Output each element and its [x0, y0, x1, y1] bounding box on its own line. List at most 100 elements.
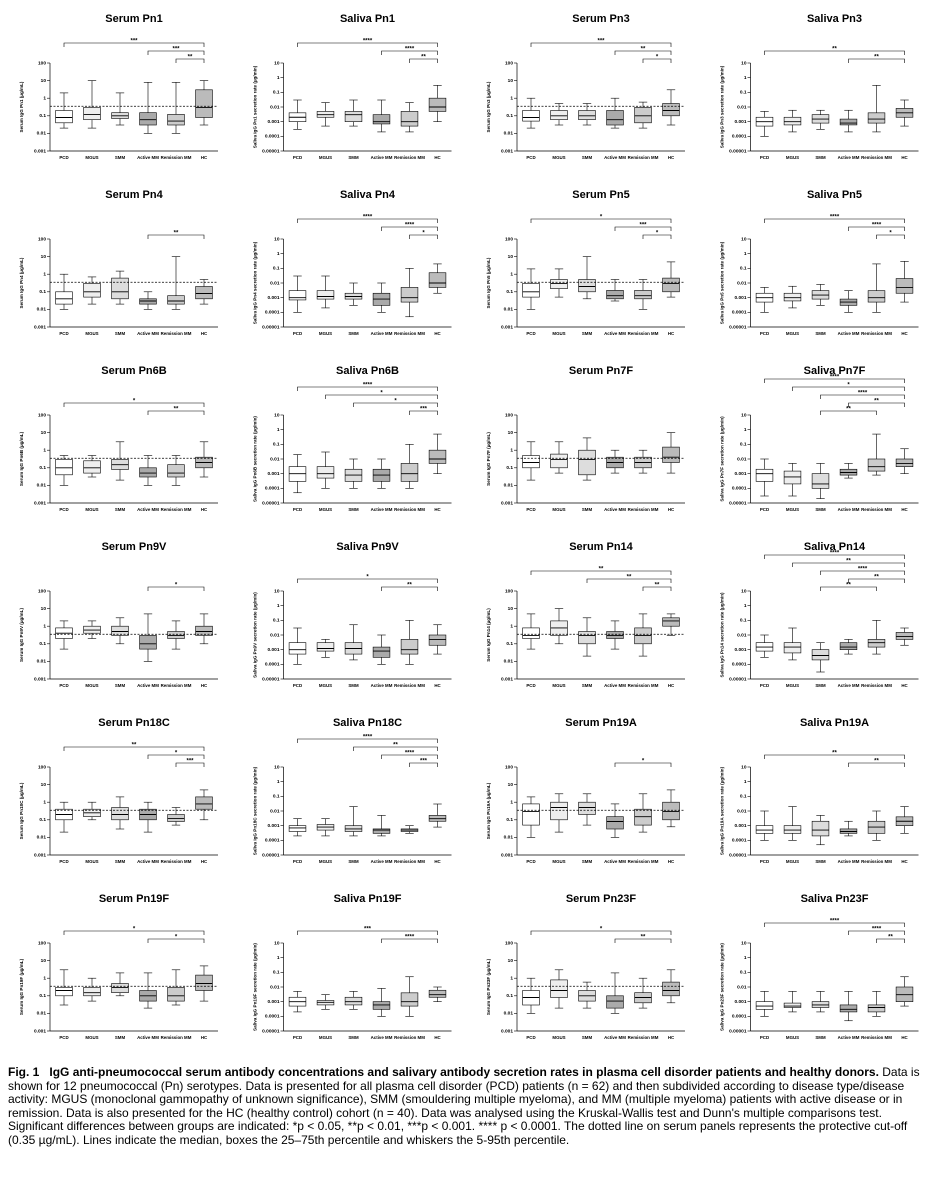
y-axis-label: Serum IgG Pn6B (µg/mL) — [19, 431, 24, 486]
y-tick-label: 100 — [505, 412, 513, 418]
box — [344, 996, 363, 1006]
y-tick-label: 10 — [508, 606, 514, 612]
box — [867, 639, 886, 648]
significance-bracket — [764, 922, 905, 927]
x-tick-label: PCD — [59, 331, 68, 336]
significance-label: ** — [874, 759, 879, 765]
box — [783, 825, 802, 834]
x-tick-label: SMM — [348, 155, 359, 160]
box — [288, 290, 307, 301]
x-tick-label: SMM — [115, 683, 126, 688]
x-tick-label: PCD — [760, 683, 769, 688]
x-tick-label: Active MM — [371, 859, 393, 864]
significance-bracket — [147, 754, 205, 759]
panel: Saliva Pn4 Saliva IgG Pn4 secretion rate … — [253, 189, 452, 336]
y-axis-label: Saliva IgG Pn3 secretion rate (µg/min) — [720, 65, 725, 148]
significance-label: ** — [641, 935, 646, 941]
y-tick-label: 0.001 — [34, 1028, 46, 1034]
y-axis-label: Serum IgG Pn19F (µg/mL) — [19, 958, 24, 1015]
x-tick-label: HC — [668, 1035, 675, 1040]
significance-bracket — [353, 746, 438, 751]
x-tick-label: MGUS — [85, 859, 98, 864]
box — [522, 627, 540, 639]
x-tick-label: Remission MM — [861, 155, 892, 160]
caption-label: Fig. 1 — [8, 1065, 40, 1079]
y-axis-label: Saliva IgG Pn19F secretion rate (µg/min) — [253, 943, 258, 1031]
box — [372, 1001, 391, 1010]
significance-bracket — [820, 410, 877, 415]
x-tick-label: PCD — [59, 1035, 68, 1040]
y-tick-label: 0.1 — [273, 442, 280, 448]
y-tick-label: 0.1 — [506, 289, 513, 295]
box — [578, 801, 596, 815]
y-tick-label: 0.01 — [737, 456, 747, 462]
y-tick-label: 10 — [274, 412, 280, 418]
significance-label: * — [175, 935, 178, 941]
y-tick-label: 0.0001 — [732, 134, 747, 140]
y-tick-label: 0.00001 — [262, 1028, 280, 1034]
y-tick-label: 0.001 — [501, 148, 513, 154]
significance-bracket — [530, 218, 672, 223]
box — [811, 820, 830, 837]
y-tick-label: 10 — [508, 958, 514, 964]
x-tick-label: MGUS — [552, 507, 565, 512]
box — [372, 828, 391, 834]
x-tick-label: Active MM — [838, 155, 860, 160]
x-tick-label: Remission MM — [394, 331, 425, 336]
y-tick-label: 0.1 — [39, 465, 46, 471]
x-tick-label: MGUS — [319, 155, 332, 160]
y-axis-label: Serum IgG Pn5 (µg/mL) — [486, 257, 491, 308]
x-tick-label: Remission MM — [861, 683, 892, 688]
y-tick-label: 1 — [510, 799, 513, 805]
y-tick-label: 0.00001 — [262, 676, 280, 682]
x-tick-label: MGUS — [786, 683, 799, 688]
y-tick-label: 0.0001 — [265, 838, 280, 844]
significance-bracket — [792, 562, 905, 567]
box — [428, 989, 447, 998]
significance-bracket — [297, 930, 438, 935]
y-tick-label: 10 — [508, 430, 514, 436]
box — [783, 470, 802, 485]
y-tick-label: 100 — [38, 940, 46, 946]
y-tick-label: 0.01 — [37, 1011, 47, 1017]
panel-title: Serum Pn23F — [566, 893, 637, 905]
y-tick-label: 0.01 — [37, 307, 47, 313]
x-tick-label: HC — [201, 507, 208, 512]
y-tick-label: 100 — [505, 236, 513, 242]
box — [550, 279, 568, 290]
significance-label: **** — [830, 375, 840, 381]
box — [662, 277, 680, 293]
x-tick-label: HC — [901, 1035, 908, 1040]
y-tick-label: 0.001 — [267, 647, 279, 653]
box — [111, 807, 129, 821]
significance-label: ** — [874, 575, 879, 581]
y-axis-label: Serum IgG Pn1 (µg/mL) — [19, 81, 24, 132]
y-tick-label: 0.0001 — [265, 1014, 280, 1020]
y-tick-label: 10 — [274, 940, 280, 946]
x-tick-label: HC — [901, 155, 908, 160]
significance-label: *** — [186, 759, 194, 765]
box — [344, 111, 363, 122]
significance-label: ** — [174, 407, 179, 413]
box — [895, 278, 914, 294]
y-tick-label: 0.00001 — [262, 500, 280, 506]
y-axis-label: Saliva IgG Pn9V secretion rate (µg/min) — [253, 592, 258, 678]
x-tick-label: Active MM — [838, 859, 860, 864]
significance-bracket — [530, 930, 672, 935]
x-tick-label: SMM — [348, 859, 359, 864]
significance-label: ** — [874, 399, 879, 405]
y-tick-label: 0.1 — [273, 90, 280, 96]
y-tick-label: 10 — [41, 254, 47, 260]
y-tick-label: 10 — [274, 236, 280, 242]
significance-bracket — [381, 754, 438, 759]
y-tick-label: 1 — [510, 975, 513, 981]
box — [195, 625, 213, 636]
y-tick-label: 10 — [741, 60, 747, 66]
box — [400, 111, 419, 127]
significance-bracket — [325, 394, 438, 399]
x-tick-label: HC — [434, 859, 441, 864]
box — [811, 473, 830, 489]
box — [167, 295, 185, 305]
y-tick-label: 1 — [43, 799, 46, 805]
significance-label: *** — [364, 927, 372, 933]
